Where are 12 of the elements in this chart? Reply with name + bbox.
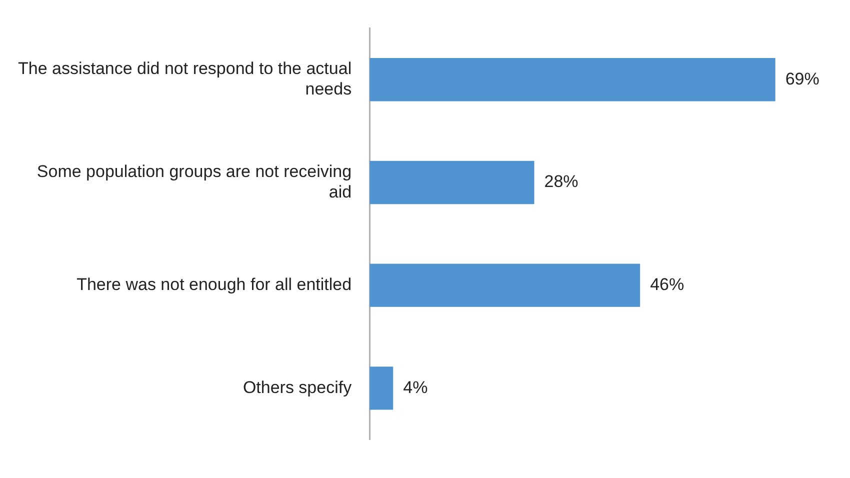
y-tick-label: The assistance did not respond to the actual needs bbox=[18, 59, 352, 99]
data-label: 46% bbox=[650, 275, 684, 294]
data-label: 28% bbox=[544, 172, 578, 192]
bar bbox=[370, 160, 534, 204]
y-tick-label: Some population groups are not receiving aid bbox=[36, 162, 352, 202]
y-tick-label: Others specify bbox=[242, 378, 352, 397]
data-label: 69% bbox=[785, 69, 820, 88]
y-tick-label: There was not enough for all entitled bbox=[76, 275, 352, 294]
bar bbox=[370, 366, 394, 410]
data-label: 4% bbox=[403, 378, 428, 397]
bar bbox=[370, 264, 640, 307]
bar bbox=[370, 58, 776, 102]
